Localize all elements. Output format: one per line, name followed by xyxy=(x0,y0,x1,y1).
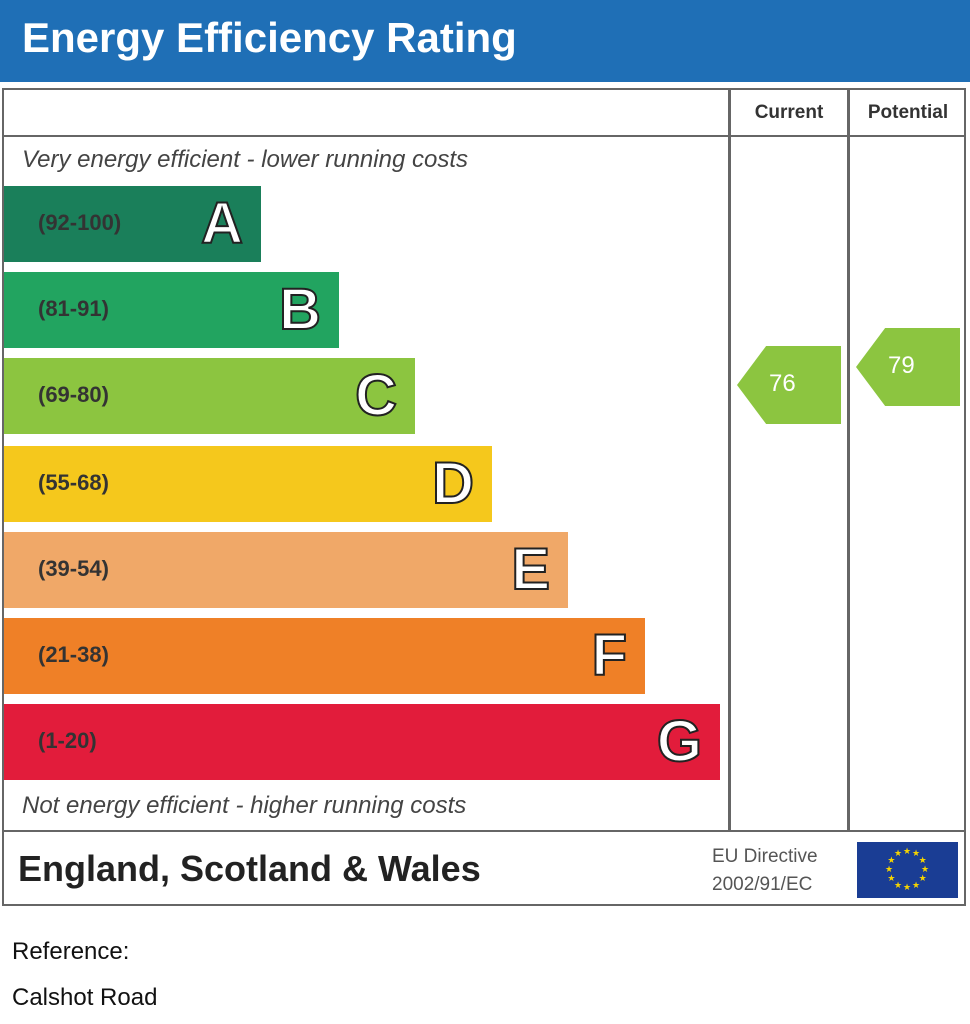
band-letter: G xyxy=(656,708,703,775)
region-label: England, Scotland & Wales xyxy=(18,848,481,889)
band-range: (81-91) xyxy=(38,296,109,321)
band-d: (55-68) D xyxy=(4,446,492,522)
eu-directive-label: EU Directive xyxy=(712,846,818,867)
band-g: (1-20) G xyxy=(4,704,720,780)
star-icon: ★ xyxy=(887,873,896,883)
band-range: (92-100) xyxy=(38,210,122,235)
reference-label: Reference: xyxy=(12,938,130,965)
band-range: (69-80) xyxy=(38,382,109,407)
band-a: (92-100) A xyxy=(4,186,261,262)
potential-rating-value: 79 xyxy=(888,352,915,379)
band-range: (1-20) xyxy=(38,728,97,753)
divider xyxy=(728,88,731,832)
band-letter: B xyxy=(278,276,322,343)
band-letter: D xyxy=(431,450,475,517)
eu-directive-number: 2002/91/EC xyxy=(712,874,813,895)
star-icon: ★ xyxy=(887,855,896,865)
band-letter: C xyxy=(354,362,398,429)
eu-flag-icon: ★ ★ ★ ★ ★ ★ ★ ★ ★ ★ ★ ★ xyxy=(857,842,958,898)
star-icon: ★ xyxy=(912,848,921,859)
star-icon: ★ xyxy=(921,864,930,874)
current-column-header: Current xyxy=(754,102,824,123)
star-icon: ★ xyxy=(903,882,912,892)
band-range: (21-38) xyxy=(38,642,109,667)
current-rating-value: 76 xyxy=(769,370,796,397)
band-letter: A xyxy=(200,190,244,257)
star-icon: ★ xyxy=(912,879,921,890)
rating-table xyxy=(2,88,966,906)
band-range: (55-68) xyxy=(38,470,109,495)
chart-title: Energy Efficiency Rating xyxy=(22,14,517,61)
divider xyxy=(847,88,850,832)
band-e: (39-54) E xyxy=(4,532,568,608)
band-f: (21-38) F xyxy=(4,618,645,694)
band-letter: E xyxy=(510,536,551,603)
header-bar xyxy=(0,0,970,82)
bottom-note: Not energy efficient - higher running co… xyxy=(22,792,467,819)
divider xyxy=(2,830,966,832)
star-icon: ★ xyxy=(894,879,903,890)
band-c: (69-80) C xyxy=(4,358,415,434)
band-letter: F xyxy=(591,622,628,689)
star-icon: ★ xyxy=(918,873,927,883)
star-icon: ★ xyxy=(885,864,894,874)
star-icon: ★ xyxy=(918,855,927,865)
star-icon: ★ xyxy=(903,846,912,856)
potential-column-header: Potential xyxy=(867,102,949,123)
reference-value: Calshot Road xyxy=(12,984,158,1011)
star-icon: ★ xyxy=(894,848,903,859)
top-note: Very energy efficient - lower running co… xyxy=(22,146,468,173)
band-range: (39-54) xyxy=(38,556,109,581)
band-b: (81-91) B xyxy=(4,272,339,348)
divider xyxy=(2,135,966,137)
